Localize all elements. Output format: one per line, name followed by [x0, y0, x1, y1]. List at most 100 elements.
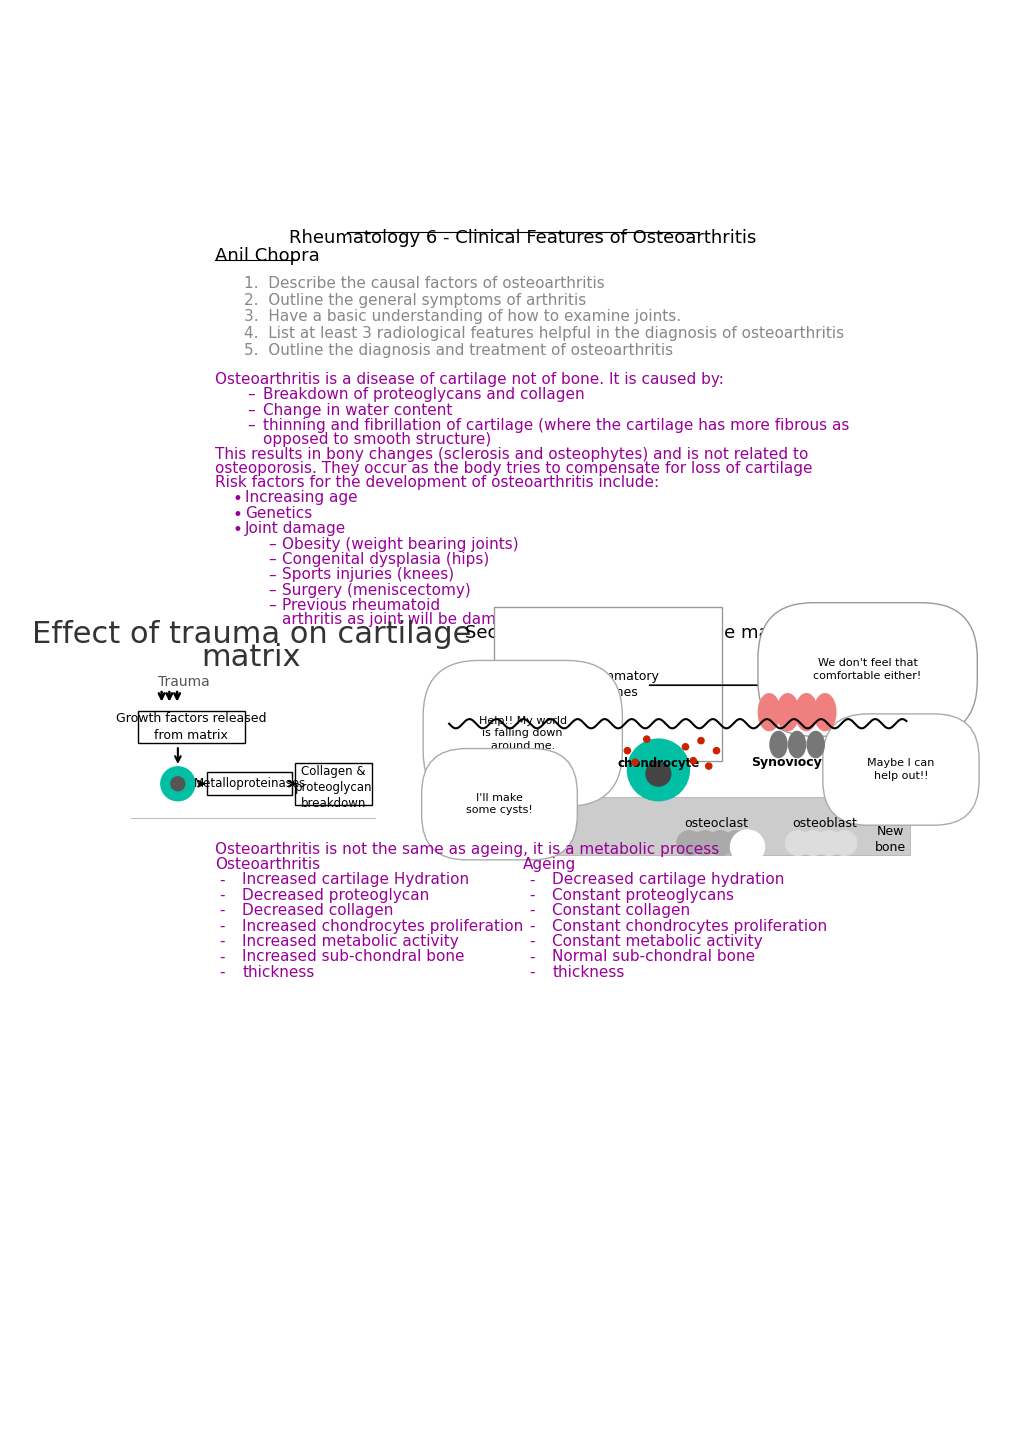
Text: -: - [529, 919, 534, 934]
Text: Increased metabolic activity: Increased metabolic activity [242, 934, 459, 949]
Text: –: – [268, 537, 276, 551]
Text: Increasing age: Increasing age [245, 491, 358, 505]
Text: Constant metabolic activity: Constant metabolic activity [551, 934, 762, 949]
Text: Constant proteoglycans: Constant proteoglycans [551, 887, 734, 903]
Text: osteoporosis. They occur as the body tries to compensate for loss of cartilage: osteoporosis. They occur as the body tri… [215, 462, 812, 476]
Circle shape [632, 759, 638, 765]
Ellipse shape [757, 694, 780, 730]
Text: We don't feel that
comfortable either!: We don't feel that comfortable either! [813, 658, 921, 681]
Circle shape [690, 758, 696, 763]
Text: Increased sub-chondral bone: Increased sub-chondral bone [242, 949, 465, 964]
Circle shape [161, 766, 195, 801]
Ellipse shape [788, 732, 805, 758]
Text: Trauma: Trauma [158, 675, 210, 690]
Circle shape [722, 831, 748, 856]
Circle shape [171, 776, 184, 791]
Circle shape [697, 737, 703, 743]
FancyBboxPatch shape [138, 710, 245, 743]
Text: Genetics: Genetics [245, 506, 312, 521]
Text: –: – [268, 599, 276, 613]
Text: Surgery (meniscectomy): Surgery (meniscectomy) [282, 583, 471, 597]
Text: chondrocyte: chondrocyte [616, 758, 699, 771]
Circle shape [682, 743, 688, 750]
Ellipse shape [795, 694, 816, 730]
Circle shape [645, 762, 671, 786]
Text: Joint damage: Joint damage [245, 521, 346, 537]
Text: osteoclast: osteoclast [684, 817, 748, 830]
Text: Effect of trauma on cartilage: Effect of trauma on cartilage [32, 619, 471, 649]
Text: –: – [268, 553, 276, 567]
Text: Risk factors for the development of osteoarthritis include:: Risk factors for the development of oste… [215, 475, 658, 491]
Text: -: - [219, 887, 224, 903]
Text: 3.  Have a basic understanding of how to examine joints.: 3. Have a basic understanding of how to … [244, 309, 681, 325]
Text: osteoblast: osteoblast [792, 817, 857, 830]
Text: thickness: thickness [242, 965, 314, 980]
Circle shape [677, 831, 701, 856]
Text: -: - [529, 887, 534, 903]
Circle shape [624, 747, 630, 753]
Text: BONE: BONE [461, 817, 521, 835]
Text: Proinflammatory
cytokines: Proinflammatory cytokines [555, 670, 659, 698]
Text: matrix: matrix [202, 644, 301, 672]
Text: Congenital dysplasia (hips): Congenital dysplasia (hips) [282, 553, 489, 567]
Text: Decreased proteoglycan: Decreased proteoglycan [242, 887, 429, 903]
Circle shape [800, 831, 825, 856]
Text: -: - [219, 903, 224, 918]
Text: -: - [529, 934, 534, 949]
Text: -: - [529, 873, 534, 887]
Text: 4.  List at least 3 radiological features helpful in the diagnosis of osteoarthr: 4. List at least 3 radiological features… [244, 326, 843, 342]
Text: Help!! My world
is falling down
around me.: Help!! My world is falling down around m… [478, 716, 567, 750]
Text: This results in bony changes (sclerosis and osteophytes) and is not related to: This results in bony changes (sclerosis … [215, 447, 808, 462]
Text: arthritis as joint will be damaged.: arthritis as joint will be damaged. [282, 612, 539, 628]
Text: Decreased cartilage hydration: Decreased cartilage hydration [551, 873, 784, 887]
Circle shape [832, 831, 856, 856]
Circle shape [815, 831, 841, 856]
Text: Osteoarthritis: Osteoarthritis [215, 857, 320, 872]
Text: Anil Chopra: Anil Chopra [215, 247, 320, 266]
Circle shape [707, 831, 732, 856]
Circle shape [785, 831, 809, 856]
Text: New
bone: New bone [874, 825, 906, 854]
Text: –: – [268, 583, 276, 597]
Text: •: • [232, 506, 242, 524]
Text: 5.  Outline the diagnosis and treatment of osteoarthritis: 5. Outline the diagnosis and treatment o… [244, 343, 673, 358]
Circle shape [705, 763, 711, 769]
Text: -: - [529, 965, 534, 980]
Circle shape [627, 739, 689, 801]
Text: thinning and fibrillation of cartilage (where the cartilage has more fibrous as: thinning and fibrillation of cartilage (… [263, 418, 849, 433]
Text: Cartilage: Cartilage [465, 742, 556, 759]
Text: 2.  Outline the general symptoms of arthritis: 2. Outline the general symptoms of arthr… [244, 293, 586, 307]
Text: -: - [219, 949, 224, 964]
Text: Osteoarthritis is a disease of cartilage not of bone. It is caused by:: Osteoarthritis is a disease of cartilage… [215, 372, 723, 387]
Text: Breakdown of proteoglycans and collagen: Breakdown of proteoglycans and collagen [263, 387, 584, 403]
Text: -: - [529, 949, 534, 964]
Text: •: • [232, 491, 242, 508]
Circle shape [712, 747, 718, 753]
Text: Synoviocytes: Synoviocytes [750, 756, 843, 769]
Text: 1.  Describe the causal factors of osteoarthritis: 1. Describe the causal factors of osteoa… [244, 276, 604, 290]
Ellipse shape [776, 694, 798, 730]
Text: Ageing: Ageing [522, 857, 576, 872]
Text: Sports injuries (knees): Sports injuries (knees) [282, 567, 454, 583]
Text: Increased chondrocytes proliferation: Increased chondrocytes proliferation [242, 919, 523, 934]
Text: -: - [219, 873, 224, 887]
Text: Increased cartilage Hydration: Increased cartilage Hydration [242, 873, 469, 887]
Text: Change in water content: Change in water content [263, 403, 452, 417]
Text: Previous rheumatoid: Previous rheumatoid [282, 599, 440, 613]
Text: opposed to smooth structure): opposed to smooth structure) [263, 431, 491, 447]
Text: Obesity (weight bearing joints): Obesity (weight bearing joints) [282, 537, 519, 551]
Text: Decreased collagen: Decreased collagen [242, 903, 393, 918]
Text: Constant chondrocytes proliferation: Constant chondrocytes proliferation [551, 919, 826, 934]
Text: –: – [248, 403, 255, 417]
Text: Rheumatology 6 - Clinical Features of Osteoarthritis: Rheumatology 6 - Clinical Features of Os… [288, 228, 756, 247]
Text: Constant collagen: Constant collagen [551, 903, 690, 918]
Text: I'll make
some cysts!: I'll make some cysts! [466, 794, 532, 815]
FancyBboxPatch shape [294, 763, 371, 805]
Text: Maybe I can
help out!!: Maybe I can help out!! [866, 759, 933, 781]
Text: -: - [219, 934, 224, 949]
Ellipse shape [769, 732, 787, 758]
Text: Growth factors released
from matrix: Growth factors released from matrix [116, 711, 266, 742]
Circle shape [730, 830, 764, 864]
Text: –: – [248, 418, 255, 433]
Text: –: – [268, 567, 276, 583]
